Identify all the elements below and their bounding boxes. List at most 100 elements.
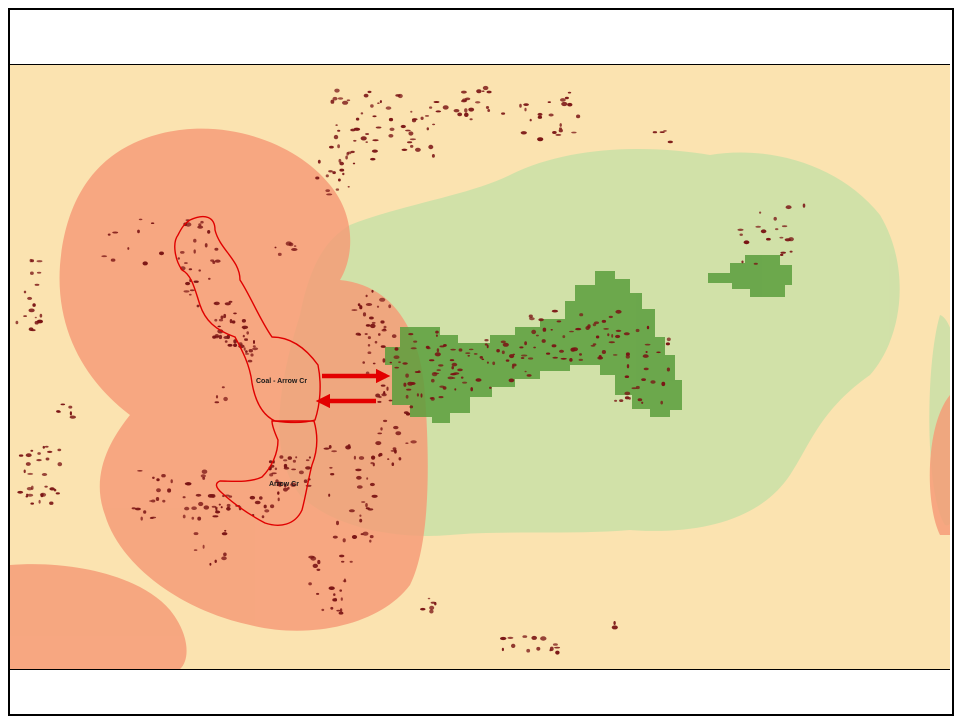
cutblock [743,240,750,245]
cutblock [402,362,408,365]
cutblock [325,174,329,178]
cutblock [641,378,646,381]
cutblock [355,332,361,336]
cutblock [365,294,368,298]
cutblock [156,478,160,482]
cutblock [438,364,444,367]
cutblock [548,113,554,117]
cutblock [564,96,569,100]
cutblock [394,366,400,369]
cutblock [184,506,190,511]
cutblock [188,268,193,271]
cutblock [372,139,379,142]
cutblock [277,252,282,256]
cutblock [380,345,386,348]
cutblock [37,452,41,455]
cutblock [210,259,215,262]
cutblock [431,378,435,383]
cutblock [424,115,430,117]
cutblock [643,367,649,371]
cutblock [559,123,562,127]
cutblock [642,354,649,358]
cutblock [17,490,24,494]
cutblock [775,228,779,231]
cutblock [451,362,458,367]
cutblock [443,344,447,347]
cutblock [450,348,456,351]
cutblock [487,109,491,112]
cutblock [739,233,743,236]
cutblock [482,85,489,91]
cutblock [292,459,296,463]
cutblock [541,339,546,343]
cutblock [207,230,211,234]
cutblock [365,503,368,508]
cutblock [259,496,263,500]
cutblock [395,94,401,97]
cutblock [388,117,394,122]
cutblock [367,336,371,340]
cutblock [254,500,261,505]
cutblock [355,117,360,121]
cutblock [537,112,543,116]
cutblock [652,131,658,134]
cutblock [537,115,543,119]
cutblock [177,257,180,260]
cutblock [788,237,794,242]
map-canvas[interactable]: Coal - Arrow Cr Arrow Cr [10,65,950,669]
cutblock [197,516,202,521]
cutblock [351,309,358,311]
cutblock [575,327,582,331]
cutblock [438,396,444,399]
cutblock [484,343,488,346]
cutblock [350,128,356,132]
cutblock [410,110,413,113]
cutblock [781,225,788,228]
cutblock [367,90,372,94]
cutblock [184,262,188,264]
cutblock [107,233,111,236]
cutblock [150,222,155,224]
cutblock [430,601,436,604]
cutblock [395,431,402,436]
cutblock [650,380,656,384]
cutblock [26,487,33,491]
cutblock [134,507,141,511]
cutblock [312,563,318,568]
cutblock [386,386,389,391]
cutblock [569,358,573,362]
cutblock [316,568,321,571]
cutblock [524,341,527,346]
cutblock [221,386,225,389]
cutblock [200,220,204,224]
cutblock [760,229,767,234]
cutblock [435,110,442,113]
cutblock [283,487,288,492]
cutblock [369,539,372,543]
cutblock [509,354,515,359]
cutblock [407,141,413,144]
cutblock [214,401,220,404]
cutblock [191,506,197,511]
cutblock [193,249,196,254]
cutblock [57,462,63,467]
cutblock [161,474,166,478]
cutblock [44,485,48,488]
cutblock [356,475,362,480]
cutblock [667,140,673,144]
cutblock [214,318,218,322]
cutblock [328,445,332,449]
cutblock [442,105,449,110]
cutblock [317,559,321,565]
cutblock [405,129,411,132]
cutblock [560,357,567,360]
map-panel[interactable]: Coal - Arrow Cr Arrow Cr [10,64,950,670]
cutblock [462,98,468,102]
cutblock [641,401,644,404]
cutblock [329,466,333,469]
cutblock [215,510,221,514]
cutblock [55,492,60,495]
cutblock [42,445,45,449]
cutblock [279,455,284,459]
cutblock [520,357,525,359]
